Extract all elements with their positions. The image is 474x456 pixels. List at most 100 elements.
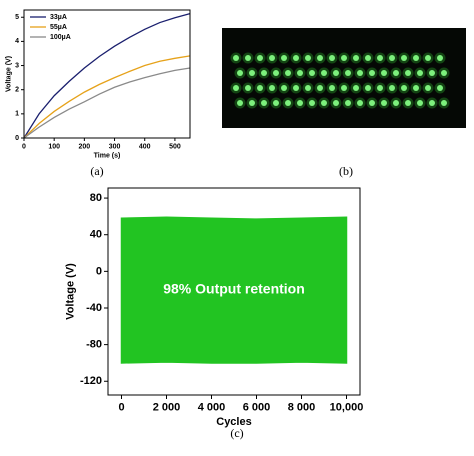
- y-tick-label: -40: [86, 302, 102, 314]
- led: [329, 55, 335, 61]
- led: [317, 85, 323, 91]
- y-tick-label: 80: [90, 192, 102, 204]
- x-tick-label: 4 000: [198, 402, 226, 414]
- led: [309, 100, 315, 106]
- led: [333, 100, 339, 106]
- x-tick-label: 300: [109, 143, 121, 150]
- legend-label: 55µA: [50, 24, 67, 31]
- led: [353, 55, 359, 61]
- led: [321, 100, 327, 106]
- led: [341, 85, 347, 91]
- led: [369, 100, 375, 106]
- led: [329, 85, 335, 91]
- led: [393, 70, 399, 76]
- led: [417, 100, 423, 106]
- caption: (c): [230, 426, 243, 440]
- led: [441, 70, 447, 76]
- plot-frame: [23, 9, 191, 139]
- led: [297, 70, 303, 76]
- led: [381, 70, 387, 76]
- led: [393, 100, 399, 106]
- y-tick-label: 3: [15, 62, 19, 69]
- led: [401, 85, 407, 91]
- x-tick-label: 400: [139, 143, 151, 150]
- led: [413, 55, 419, 61]
- led: [333, 70, 339, 76]
- led: [245, 55, 251, 61]
- led: [269, 55, 275, 61]
- x-axis-label: Cycles: [216, 416, 251, 428]
- led: [365, 55, 371, 61]
- y-axis-label: Voltage (V): [5, 56, 12, 92]
- led: [345, 100, 351, 106]
- y-tick-label: -80: [86, 339, 102, 351]
- led: [281, 85, 287, 91]
- led: [417, 70, 423, 76]
- x-tick-label: 10,000: [330, 402, 364, 414]
- y-tick-label: 2: [15, 87, 19, 94]
- y-tick-label: 1: [15, 111, 19, 118]
- led: [237, 70, 243, 76]
- led: [261, 100, 267, 106]
- line: [23, 12, 191, 139]
- led: [249, 70, 255, 76]
- led: [429, 70, 435, 76]
- led: [425, 55, 431, 61]
- led: [305, 55, 311, 61]
- led: [441, 100, 447, 106]
- led: [269, 85, 275, 91]
- led: [281, 55, 287, 61]
- line: [23, 67, 191, 139]
- legend-label: 100µA: [50, 34, 71, 41]
- caption: (a): [90, 164, 103, 178]
- led: [437, 85, 443, 91]
- led: [345, 70, 351, 76]
- x-axis-label: Time (s): [94, 153, 121, 160]
- led: [353, 85, 359, 91]
- led: [257, 55, 263, 61]
- led: [273, 100, 279, 106]
- led: [389, 85, 395, 91]
- y-tick-label: -120: [80, 375, 102, 387]
- led: [369, 70, 375, 76]
- led: [293, 55, 299, 61]
- x-tick-label: 0: [22, 143, 26, 150]
- led: [261, 70, 267, 76]
- led: [357, 70, 363, 76]
- legend-label: 33µA: [50, 14, 67, 21]
- x-tick-label: 200: [79, 143, 91, 150]
- led: [309, 70, 315, 76]
- led: [237, 100, 243, 106]
- led: [257, 85, 263, 91]
- led: [381, 100, 387, 106]
- y-tick-label: 4: [15, 38, 19, 45]
- y-tick-label: 0: [96, 265, 102, 277]
- caption: (b): [339, 164, 353, 178]
- led: [405, 100, 411, 106]
- led: [425, 85, 431, 91]
- led-photo: [222, 28, 466, 128]
- x-tick-label: 500: [169, 143, 181, 150]
- led: [321, 70, 327, 76]
- x-tick-label: 0: [118, 402, 124, 414]
- led: [413, 85, 419, 91]
- led-array: [230, 52, 450, 109]
- led: [357, 100, 363, 106]
- led: [377, 55, 383, 61]
- led: [305, 85, 311, 91]
- led: [297, 100, 303, 106]
- led: [405, 70, 411, 76]
- led: [317, 55, 323, 61]
- y-tick-label: 40: [90, 229, 102, 241]
- led: [233, 85, 239, 91]
- led: [293, 85, 299, 91]
- y-axis-label: Voltage (V): [65, 263, 77, 320]
- y-tick-label: 5: [15, 14, 19, 21]
- annotation: 98% Output retention: [163, 280, 305, 296]
- led: [365, 85, 371, 91]
- led: [437, 55, 443, 61]
- led: [233, 55, 239, 61]
- led: [245, 85, 251, 91]
- led: [429, 100, 435, 106]
